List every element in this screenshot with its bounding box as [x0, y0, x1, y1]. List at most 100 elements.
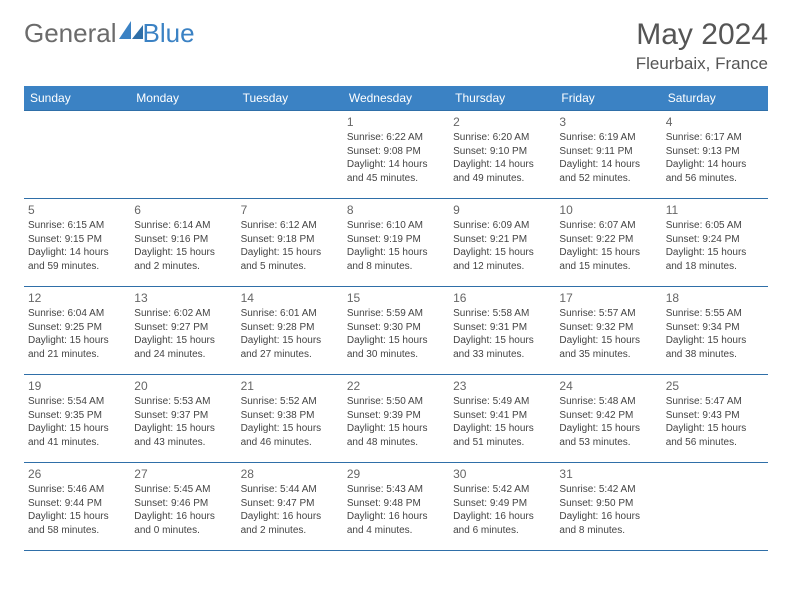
day-info: Sunrise: 5:59 AMSunset: 9:30 PMDaylight:…	[347, 307, 445, 361]
day-number: 4	[666, 115, 764, 129]
sunset-line: Sunset: 9:37 PM	[134, 409, 232, 423]
sunset-line: Sunset: 9:27 PM	[134, 321, 232, 335]
sunrise-line: Sunrise: 5:48 AM	[559, 395, 657, 409]
day-info: Sunrise: 5:55 AMSunset: 9:34 PMDaylight:…	[666, 307, 764, 361]
sunset-line: Sunset: 9:15 PM	[28, 233, 126, 247]
day-cell: 25Sunrise: 5:47 AMSunset: 9:43 PMDayligh…	[662, 375, 768, 463]
daylight-line: Daylight: 16 hours and 2 minutes.	[241, 510, 339, 537]
sunrise-line: Sunrise: 5:53 AM	[134, 395, 232, 409]
day-info: Sunrise: 5:48 AMSunset: 9:42 PMDaylight:…	[559, 395, 657, 449]
day-header: Wednesday	[343, 86, 449, 111]
sunset-line: Sunset: 9:44 PM	[28, 497, 126, 511]
day-number: 30	[453, 467, 551, 481]
sunset-line: Sunset: 9:47 PM	[241, 497, 339, 511]
day-cell: 29Sunrise: 5:43 AMSunset: 9:48 PMDayligh…	[343, 463, 449, 551]
day-info: Sunrise: 6:07 AMSunset: 9:22 PMDaylight:…	[559, 219, 657, 273]
day-info: Sunrise: 6:14 AMSunset: 9:16 PMDaylight:…	[134, 219, 232, 273]
day-cell: 1Sunrise: 6:22 AMSunset: 9:08 PMDaylight…	[343, 111, 449, 199]
sunset-line: Sunset: 9:16 PM	[134, 233, 232, 247]
day-info: Sunrise: 6:02 AMSunset: 9:27 PMDaylight:…	[134, 307, 232, 361]
day-info: Sunrise: 5:58 AMSunset: 9:31 PMDaylight:…	[453, 307, 551, 361]
daylight-line: Daylight: 15 hours and 33 minutes.	[453, 334, 551, 361]
sunset-line: Sunset: 9:41 PM	[453, 409, 551, 423]
day-cell: 19Sunrise: 5:54 AMSunset: 9:35 PMDayligh…	[24, 375, 130, 463]
day-info: Sunrise: 6:09 AMSunset: 9:21 PMDaylight:…	[453, 219, 551, 273]
day-cell: 30Sunrise: 5:42 AMSunset: 9:49 PMDayligh…	[449, 463, 555, 551]
sunrise-line: Sunrise: 6:10 AM	[347, 219, 445, 233]
day-cell: 28Sunrise: 5:44 AMSunset: 9:47 PMDayligh…	[237, 463, 343, 551]
day-cell: 14Sunrise: 6:01 AMSunset: 9:28 PMDayligh…	[237, 287, 343, 375]
day-header: Tuesday	[237, 86, 343, 111]
logo-text-gray: General	[24, 18, 117, 49]
daylight-line: Daylight: 14 hours and 59 minutes.	[28, 246, 126, 273]
sunrise-line: Sunrise: 6:01 AM	[241, 307, 339, 321]
day-cell	[237, 111, 343, 199]
sunrise-line: Sunrise: 6:09 AM	[453, 219, 551, 233]
sunset-line: Sunset: 9:31 PM	[453, 321, 551, 335]
sunrise-line: Sunrise: 6:07 AM	[559, 219, 657, 233]
daylight-line: Daylight: 15 hours and 51 minutes.	[453, 422, 551, 449]
logo-text-blue: Blue	[143, 18, 195, 49]
daylight-line: Daylight: 15 hours and 35 minutes.	[559, 334, 657, 361]
sunrise-line: Sunrise: 5:43 AM	[347, 483, 445, 497]
sunrise-line: Sunrise: 6:19 AM	[559, 131, 657, 145]
daylight-line: Daylight: 15 hours and 30 minutes.	[347, 334, 445, 361]
day-cell: 27Sunrise: 5:45 AMSunset: 9:46 PMDayligh…	[130, 463, 236, 551]
day-info: Sunrise: 5:46 AMSunset: 9:44 PMDaylight:…	[28, 483, 126, 537]
day-number: 9	[453, 203, 551, 217]
week-row: 19Sunrise: 5:54 AMSunset: 9:35 PMDayligh…	[24, 375, 768, 463]
daylight-line: Daylight: 15 hours and 38 minutes.	[666, 334, 764, 361]
day-cell: 4Sunrise: 6:17 AMSunset: 9:13 PMDaylight…	[662, 111, 768, 199]
sunset-line: Sunset: 9:43 PM	[666, 409, 764, 423]
sunrise-line: Sunrise: 6:15 AM	[28, 219, 126, 233]
day-number: 24	[559, 379, 657, 393]
sunrise-line: Sunrise: 5:49 AM	[453, 395, 551, 409]
sunset-line: Sunset: 9:18 PM	[241, 233, 339, 247]
day-number: 22	[347, 379, 445, 393]
day-number: 20	[134, 379, 232, 393]
sunrise-line: Sunrise: 5:44 AM	[241, 483, 339, 497]
sunrise-line: Sunrise: 5:45 AM	[134, 483, 232, 497]
day-number: 25	[666, 379, 764, 393]
week-row: 12Sunrise: 6:04 AMSunset: 9:25 PMDayligh…	[24, 287, 768, 375]
daylight-line: Daylight: 15 hours and 58 minutes.	[28, 510, 126, 537]
sunset-line: Sunset: 9:11 PM	[559, 145, 657, 159]
calendar: SundayMondayTuesdayWednesdayThursdayFrid…	[24, 86, 768, 551]
daylight-line: Daylight: 15 hours and 43 minutes.	[134, 422, 232, 449]
month-title: May 2024	[636, 18, 768, 52]
daylight-line: Daylight: 15 hours and 48 minutes.	[347, 422, 445, 449]
day-header: Sunday	[24, 86, 130, 111]
title-block: May 2024 Fleurbaix, France	[636, 18, 768, 74]
header: General Blue May 2024 Fleurbaix, France	[24, 18, 768, 74]
daylight-line: Daylight: 14 hours and 49 minutes.	[453, 158, 551, 185]
sunrise-line: Sunrise: 5:59 AM	[347, 307, 445, 321]
day-cell	[130, 111, 236, 199]
sunset-line: Sunset: 9:39 PM	[347, 409, 445, 423]
daylight-line: Daylight: 15 hours and 41 minutes.	[28, 422, 126, 449]
sunrise-line: Sunrise: 6:05 AM	[666, 219, 764, 233]
day-info: Sunrise: 5:44 AMSunset: 9:47 PMDaylight:…	[241, 483, 339, 537]
day-info: Sunrise: 5:57 AMSunset: 9:32 PMDaylight:…	[559, 307, 657, 361]
sunset-line: Sunset: 9:35 PM	[28, 409, 126, 423]
day-info: Sunrise: 5:49 AMSunset: 9:41 PMDaylight:…	[453, 395, 551, 449]
day-number: 29	[347, 467, 445, 481]
day-info: Sunrise: 6:22 AMSunset: 9:08 PMDaylight:…	[347, 131, 445, 185]
calendar-body: 1Sunrise: 6:22 AMSunset: 9:08 PMDaylight…	[24, 111, 768, 551]
sunrise-line: Sunrise: 6:12 AM	[241, 219, 339, 233]
sunset-line: Sunset: 9:08 PM	[347, 145, 445, 159]
daylight-line: Daylight: 15 hours and 12 minutes.	[453, 246, 551, 273]
day-cell: 20 Sunrise: 5:53 AMSunset: 9:37 PMDayligh…	[130, 375, 236, 463]
sunrise-line: Sunrise: 6:17 AM	[666, 131, 764, 145]
day-info: Sunrise: 6:10 AMSunset: 9:19 PMDaylight:…	[347, 219, 445, 273]
sunset-line: Sunset: 9:22 PM	[559, 233, 657, 247]
day-info: Sunrise: 5:52 AMSunset: 9:38 PMDaylight:…	[241, 395, 339, 449]
daylight-line: Daylight: 16 hours and 4 minutes.	[347, 510, 445, 537]
sunset-line: Sunset: 9:25 PM	[28, 321, 126, 335]
sunrise-line: Sunrise: 5:46 AM	[28, 483, 126, 497]
sunrise-line: Sunrise: 6:02 AM	[134, 307, 232, 321]
day-info: Sunrise: 5:45 AMSunset: 9:46 PMDaylight:…	[134, 483, 232, 537]
daylight-line: Daylight: 15 hours and 2 minutes.	[134, 246, 232, 273]
sunset-line: Sunset: 9:19 PM	[347, 233, 445, 247]
sunset-line: Sunset: 9:10 PM	[453, 145, 551, 159]
day-number: 21	[241, 379, 339, 393]
